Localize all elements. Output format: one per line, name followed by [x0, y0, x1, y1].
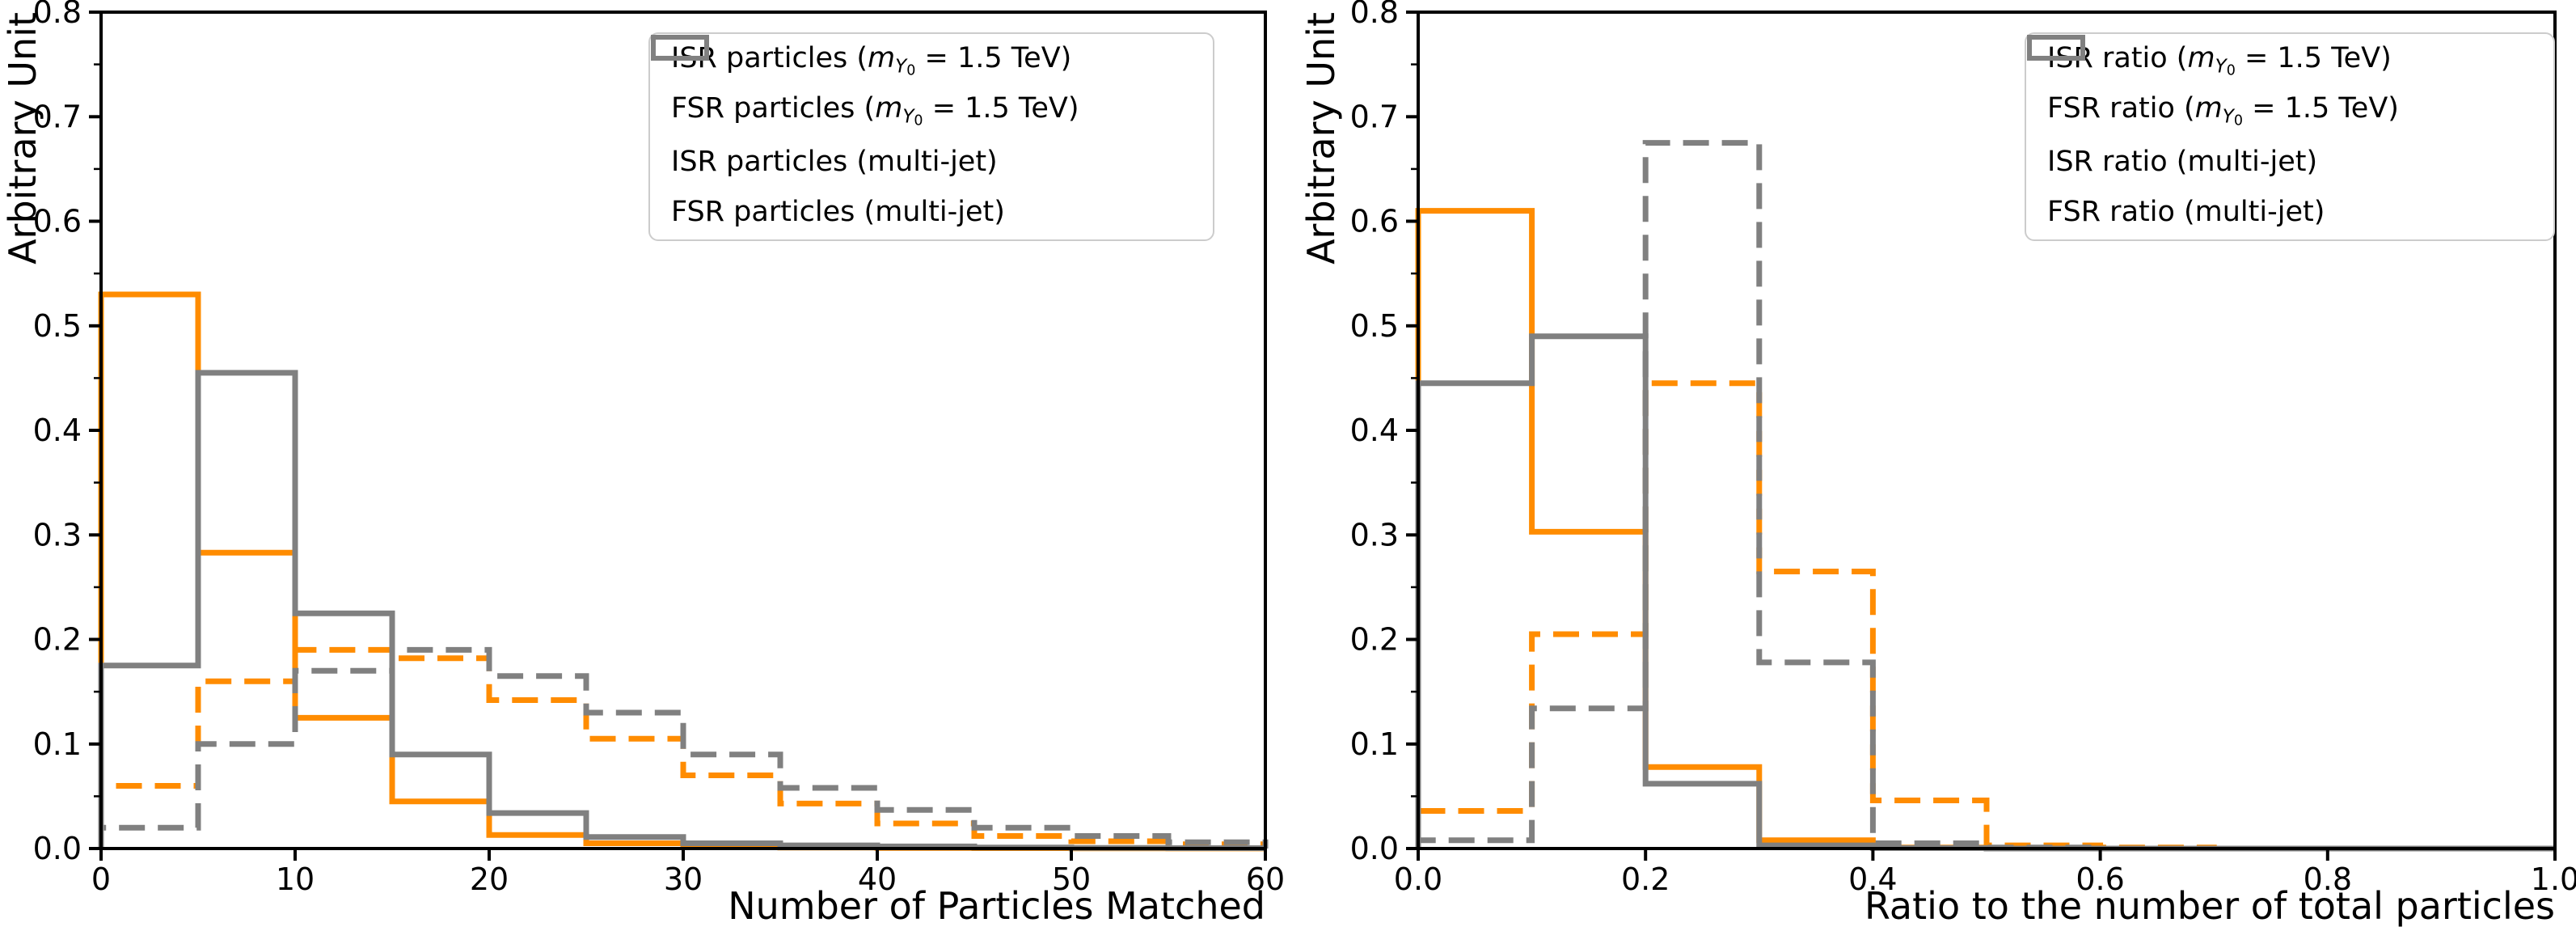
y-tick-label: 0.3	[1350, 517, 1399, 552]
y-tick-label: 0.6	[1350, 204, 1399, 239]
legend-label-token: FSR ratio (multi-jet)	[2047, 196, 2325, 229]
legend-label-token: = 1.5 TeV)	[923, 92, 1079, 125]
x-tick-label: 1.0	[2531, 861, 2576, 897]
x-axis-label: Ratio to the number of total particles	[1864, 884, 2555, 927]
y-tick-label: 0.7	[33, 99, 82, 134]
swatch-rect	[2027, 35, 2085, 61]
y-tick-label: 0.1	[33, 726, 82, 762]
x-tick-label: 0	[91, 861, 111, 897]
legend-label-token: ISR particles (multi-jet)	[671, 145, 998, 178]
particles-matched-plot: 0 10 20 30 40 50 60 0.0 0.1 0.2 0.3 0.4 0.5 0.6 0.7 0.8…	[1, 0, 1285, 927]
ratio-total-particles-fsr-ratio-multijet-histogram	[1415, 140, 2555, 852]
y-tick-label: 0.5	[1350, 308, 1399, 344]
x-tick-label: 40	[858, 861, 897, 897]
legend-label-token: Y	[895, 56, 907, 78]
x-tick-label: 50	[1052, 861, 1091, 897]
y-tick-label: 0.2	[1350, 622, 1399, 658]
y-tick-label: 0.7	[1350, 99, 1399, 134]
legend-entry-isr-signal: ISR particles (mY0 = 1.5 TeV)	[650, 35, 1213, 84]
legend-label-token: 0	[906, 62, 916, 79]
legend-label-token: 0	[2226, 62, 2236, 79]
legend-label: ISR particles (multi-jet)	[671, 146, 998, 178]
legend-label-token: = 1.5 TeV)	[2235, 41, 2392, 74]
x-tick-label: 10	[276, 861, 315, 897]
legend-label-token: ISR ratio (multi-jet)	[2047, 145, 2318, 178]
x-tick-label: 0.6	[2076, 861, 2124, 897]
legend-label-token: FSR particles (	[671, 92, 876, 125]
dashed-histogram-swatch-icon	[2027, 35, 2085, 61]
ratio-total-particles-isr-ratio-signal-histogram	[1415, 208, 2555, 852]
legend-label-token: FSR ratio (	[2047, 92, 2195, 125]
legend-label: ISR ratio (mY0 = 1.5 TeV)	[2047, 43, 2392, 79]
y-axis-label: Arbitrary Unit	[1, 12, 44, 265]
y-tick-label: 0.4	[33, 413, 82, 448]
legend-label-token: = 1.5 TeV)	[2243, 92, 2399, 125]
x-tick-label: 60	[1246, 861, 1285, 897]
y-tick-label: 0.1	[1350, 726, 1399, 762]
legend-label-token: 0	[914, 112, 923, 129]
particles-matched-legend: ISR particles (mY0 = 1.5 TeV) FSR particl…	[648, 32, 1214, 241]
ratio-total-particles-isr-ratio-multijet-histogram	[1415, 333, 2555, 852]
x-tick-label: 0.8	[2304, 861, 2352, 897]
legend-entry-isr-multijet: ISR particles (multi-jet)	[650, 35, 1213, 185]
legend-label: FSR particles (multi-jet)	[671, 197, 1005, 228]
legend-label: ISR particles (mY0 = 1.5 TeV)	[671, 43, 1071, 79]
x-tick-label: 0.0	[1394, 861, 1442, 897]
legend-entry-fsr-ratio-multijet: FSR ratio (multi-jet)	[2026, 35, 2553, 236]
x-axis-label: Number of Particles Matched	[728, 884, 1265, 927]
legend-label-token: = 1.5 TeV)	[915, 41, 1072, 74]
legend-label-token: Y	[902, 106, 914, 128]
legend-label-token: Y	[2222, 106, 2234, 128]
particles-matched-fsr-multijet-histogram	[98, 646, 1269, 849]
y-tick-label: 0.3	[33, 517, 82, 552]
y-tick-label: 0.5	[33, 308, 82, 344]
y-axis-label: Arbitrary Unit	[1299, 12, 1343, 265]
particles-matched-fsr-signal-histogram	[98, 646, 1269, 849]
legend-entry-isr-ratio-multijet: ISR ratio (multi-jet)	[2026, 35, 2553, 185]
ratio-total-particles-plot: 0.0 0.2 0.4 0.6 0.8 1.0 0.0 0.1 0.2 0.3 0.4 0.5 0.6 0…	[1299, 0, 2576, 927]
x-tick-label: 0.4	[1848, 861, 1897, 897]
legend-label: FSR ratio (multi-jet)	[2047, 197, 2325, 228]
x-tick-label: 30	[664, 861, 703, 897]
legend-entry-isr-ratio-signal: ISR ratio (mY0 = 1.5 TeV)	[2026, 35, 2553, 84]
legend-label-token: m	[868, 41, 896, 74]
legend-label-token: 0	[2233, 112, 2244, 129]
x-tick-label: 20	[470, 861, 509, 897]
dashed-histogram-swatch-icon	[651, 35, 709, 61]
legend-label-token: m	[2194, 92, 2223, 125]
ratio-total-particles-legend: ISR ratio (mY0 = 1.5 TeV) FSR ratio (mY0 …	[2025, 32, 2555, 241]
legend-label: FSR ratio (mY0 = 1.5 TeV)	[2047, 93, 2399, 129]
legend-label: ISR ratio (multi-jet)	[2047, 146, 2317, 178]
legend-entry-fsr-signal: FSR particles (mY0 = 1.5 TeV)	[650, 35, 1213, 135]
legend-label-token: Y	[2215, 56, 2227, 78]
y-tick-label: 0.8	[1350, 0, 1399, 30]
y-tick-label: 0.8	[33, 0, 82, 30]
legend-entry-fsr-ratio-signal: FSR ratio (mY0 = 1.5 TeV)	[2026, 35, 2553, 135]
swatch-rect	[651, 35, 709, 61]
legend-label-token: m	[2187, 41, 2215, 74]
x-tick-label: 0.2	[1621, 861, 1670, 897]
legend-label-token: m	[875, 92, 903, 125]
y-tick-label: 0.0	[1350, 831, 1399, 866]
legend-entry-fsr-multijet: FSR particles (multi-jet)	[650, 35, 1213, 236]
y-tick-label: 0.6	[33, 204, 82, 239]
y-tick-label: 0.4	[1350, 413, 1399, 448]
y-tick-label: 0.0	[33, 831, 82, 866]
y-tick-label: 0.2	[33, 622, 82, 658]
legend-label-token: FSR particles (multi-jet)	[671, 196, 1005, 229]
legend-label: FSR particles (mY0 = 1.5 TeV)	[671, 93, 1079, 129]
ratio-total-particles-fsr-ratio-signal-histogram	[1415, 380, 2555, 852]
